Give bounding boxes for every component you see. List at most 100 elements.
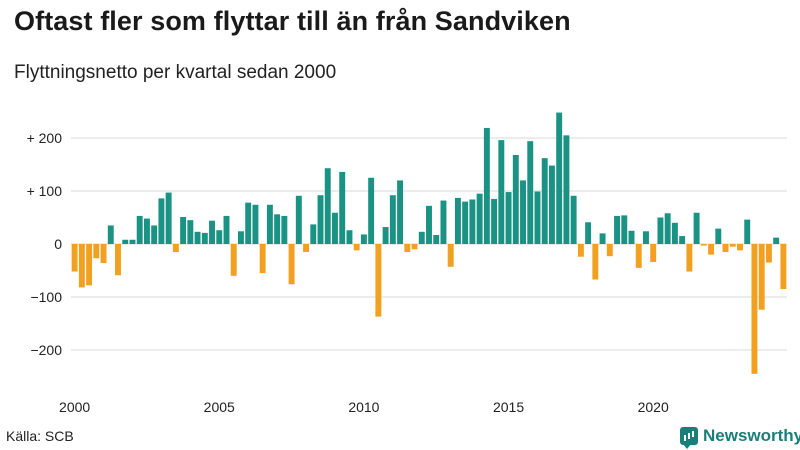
bar xyxy=(606,244,613,257)
x-tick-label: 2005 xyxy=(204,399,235,415)
bar xyxy=(259,244,266,274)
bar xyxy=(447,244,454,267)
bar xyxy=(303,244,310,252)
y-tick-label: −200 xyxy=(30,342,62,358)
bar xyxy=(483,127,490,244)
bar xyxy=(556,112,563,244)
bar xyxy=(664,213,671,244)
bar xyxy=(332,212,338,244)
x-tick-label: 2015 xyxy=(493,399,524,415)
bar xyxy=(541,158,548,244)
bar xyxy=(216,230,223,244)
bar xyxy=(389,195,396,244)
bar xyxy=(281,215,288,244)
bar xyxy=(592,244,599,280)
bar xyxy=(165,192,172,244)
bar xyxy=(382,227,389,244)
bar xyxy=(426,205,432,244)
bar xyxy=(324,168,331,244)
bar xyxy=(295,195,302,244)
source-note: Källa: SCB xyxy=(6,428,74,444)
bar xyxy=(679,236,686,244)
newsworthy-logo-icon xyxy=(680,427,698,449)
x-tick-label: 2020 xyxy=(638,399,669,415)
bar xyxy=(266,204,273,244)
bar xyxy=(657,217,664,244)
bar xyxy=(570,195,577,244)
bar xyxy=(440,200,447,244)
y-tick-label: −100 xyxy=(30,289,62,305)
bar xyxy=(172,244,179,252)
bar xyxy=(548,165,555,244)
bar-layer xyxy=(71,112,787,374)
bar xyxy=(599,233,606,244)
x-tick-label: 2000 xyxy=(59,399,90,415)
bar xyxy=(729,244,736,247)
bar xyxy=(100,244,107,264)
bar xyxy=(274,214,281,244)
bar xyxy=(418,231,425,244)
bar xyxy=(143,218,150,244)
bar xyxy=(614,215,621,244)
bar xyxy=(498,140,505,244)
bar xyxy=(765,244,772,263)
bar xyxy=(353,244,360,251)
bar xyxy=(454,197,461,244)
bar xyxy=(773,237,780,244)
bar xyxy=(650,244,657,263)
bar xyxy=(115,244,121,276)
bar xyxy=(375,244,382,317)
bar xyxy=(245,202,252,244)
bar xyxy=(780,244,787,290)
bar xyxy=(686,244,693,272)
bar xyxy=(107,225,114,244)
bar xyxy=(237,231,244,244)
chart-title: Oftast fler som flyttar till än från San… xyxy=(14,6,571,36)
bar xyxy=(346,230,353,244)
bar xyxy=(520,180,526,244)
bar xyxy=(209,220,215,244)
x-axis: 2000 2005 2010 2015 2020 xyxy=(59,399,669,415)
chart-subtitle: Flyttningsnetto per kvartal sedan 2000 xyxy=(14,62,337,83)
bar xyxy=(635,244,642,268)
bar xyxy=(368,177,375,244)
bar xyxy=(78,244,85,288)
bar xyxy=(71,244,78,272)
bar xyxy=(462,201,469,244)
bar xyxy=(744,219,751,244)
bar xyxy=(129,239,136,244)
bar xyxy=(194,231,201,244)
bar xyxy=(476,193,483,244)
bar xyxy=(505,192,512,244)
bar xyxy=(122,239,129,244)
bar xyxy=(339,171,346,244)
bar xyxy=(433,234,440,244)
bar xyxy=(628,230,635,244)
bar xyxy=(310,224,317,244)
bar xyxy=(469,199,476,244)
bar xyxy=(643,231,649,244)
bar xyxy=(180,216,187,244)
bar xyxy=(288,244,295,285)
bar xyxy=(187,220,194,244)
bar xyxy=(751,244,758,374)
bar xyxy=(563,135,570,244)
bar xyxy=(397,180,404,244)
grid-layer xyxy=(71,137,787,351)
bar xyxy=(527,141,534,244)
bar xyxy=(715,228,722,244)
bar xyxy=(585,222,592,244)
bar xyxy=(534,191,541,244)
bar xyxy=(93,244,100,259)
bar xyxy=(491,198,498,244)
bar xyxy=(671,222,678,244)
bar xyxy=(737,244,743,251)
y-axis: + 200 + 100 0 −100 −200 xyxy=(27,130,63,358)
y-tick-label: 0 xyxy=(54,236,62,252)
bar xyxy=(136,215,143,244)
bar xyxy=(317,195,324,244)
brand-logo[interactable]: Newsworthy xyxy=(680,425,800,449)
bar xyxy=(252,204,259,244)
bar xyxy=(86,244,93,286)
